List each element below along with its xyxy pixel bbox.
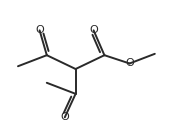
Text: O: O (89, 25, 98, 35)
Text: O: O (60, 112, 69, 122)
Text: O: O (35, 25, 44, 35)
Text: O: O (125, 59, 134, 68)
